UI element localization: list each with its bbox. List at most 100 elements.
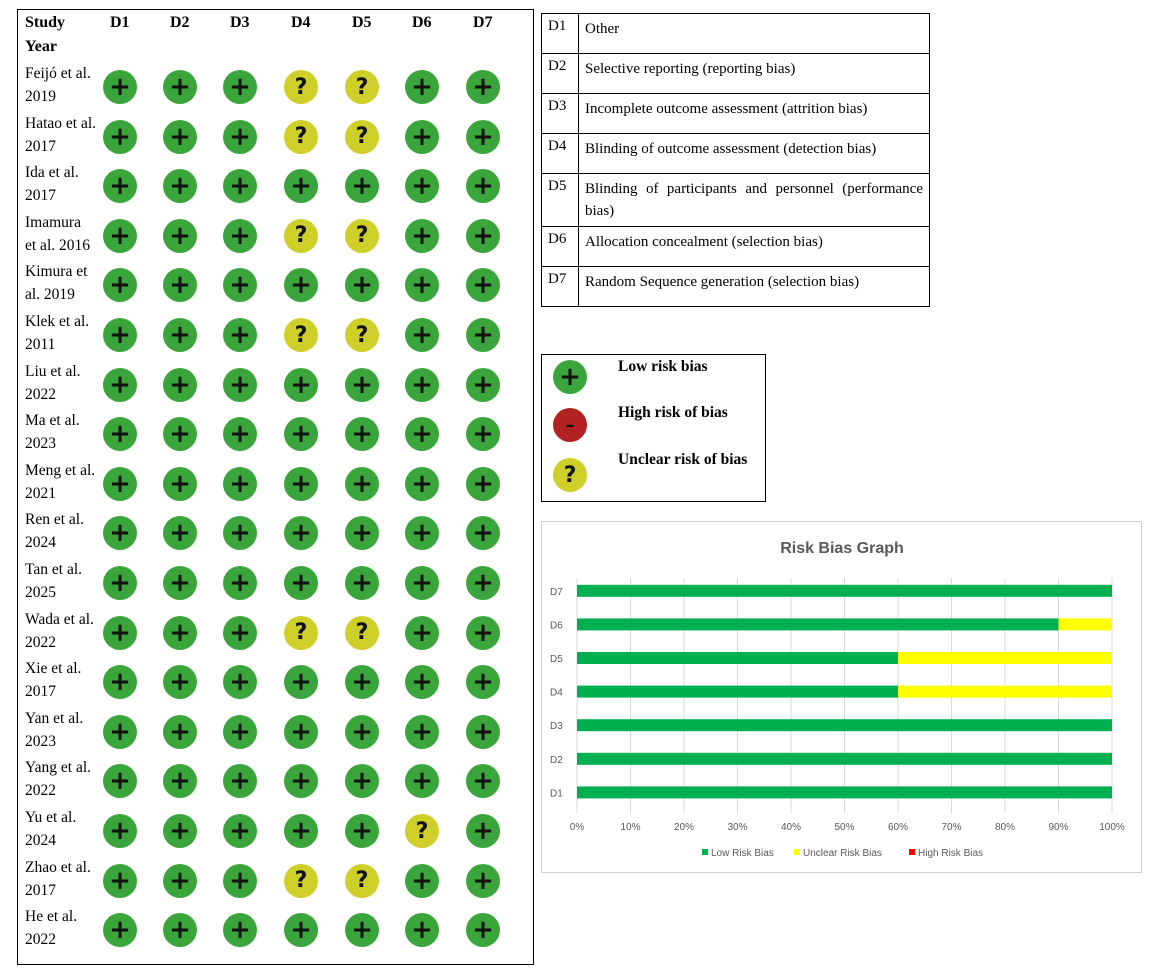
domain-description: Random Sequence generation (selection bi… <box>578 266 930 307</box>
risk-bias-graph: Risk Bias Graph D7 D6 D5 D4 D3 D2 D1 0% 10% 20% 3… <box>541 521 1142 873</box>
x-tick-label: 50% <box>834 822 854 833</box>
low-risk-icon: + <box>405 119 439 154</box>
unclear-risk-icon: ? <box>345 119 379 154</box>
low-risk-icon: + <box>405 615 439 650</box>
low-risk-icon: + <box>466 714 500 749</box>
study-name: Klek et al. <box>25 313 90 330</box>
study-name: He et al. <box>25 908 78 926</box>
study-year: al. 2019 <box>25 286 75 304</box>
header-d3: D3 <box>230 14 250 31</box>
low-risk-icon: + <box>103 764 137 799</box>
study-name: Meng et al. <box>25 461 96 479</box>
domain-row: D1 Other <box>541 13 930 54</box>
low-risk-icon: + <box>163 863 197 898</box>
low-risk-icon: + <box>163 70 197 104</box>
study-name: Yan et al. <box>25 709 84 727</box>
low-risk-icon: + <box>163 466 197 501</box>
low-risk-icon: + <box>223 714 257 749</box>
low-risk-icon: + <box>103 863 137 898</box>
low-risk-icon: + <box>223 318 257 352</box>
study-name: Ma et al. <box>25 412 80 430</box>
low-risk-icon: + <box>405 714 439 749</box>
header-year: Year <box>25 38 57 55</box>
low-risk-icon: + <box>223 70 257 104</box>
low-risk-icon: + <box>103 615 137 650</box>
header-d2: D2 <box>170 14 190 31</box>
domain-row: D6 Allocation concealment (selection bias… <box>541 226 930 267</box>
low-risk-icon: + <box>466 863 500 898</box>
low-risk-icon: + <box>163 764 197 799</box>
low-risk-icon: + <box>103 714 137 749</box>
domain-description: Blinding of participants and personnel (… <box>578 173 930 227</box>
low-risk-icon: + <box>345 417 379 452</box>
study-label: Liu et al. 2022 <box>25 360 105 406</box>
y-category-label: D1 <box>550 788 563 799</box>
domain-description: Other <box>578 13 930 54</box>
low-risk-icon: + <box>284 566 318 600</box>
low-risk-icon: + <box>103 913 137 948</box>
legend-entry-label: Low Risk Bias <box>711 848 774 859</box>
low-risk-icon: + <box>223 169 257 204</box>
study-name: Xie et al. <box>25 660 82 678</box>
legend-unclear-label: Unclear risk of bias <box>618 451 748 468</box>
unclear-risk-icon: ? <box>345 615 379 650</box>
low-risk-icon: + <box>223 814 257 848</box>
domain-code: D5 <box>541 173 579 227</box>
header-d1: D1 <box>110 14 130 31</box>
legend-low-label: Low risk bias <box>618 358 708 375</box>
x-tick-label: 40% <box>781 822 801 833</box>
study-label: Ida et al. 2017 <box>25 161 105 207</box>
study-name: Yang et al. <box>25 759 92 777</box>
high-risk-icon: – <box>553 408 587 442</box>
domain-definitions-table: D1 Other D2 Selective reporting (reporting … <box>541 13 930 307</box>
low-risk-icon: + <box>345 268 379 303</box>
low-risk-icon: + <box>284 913 318 948</box>
x-tick-label: 0% <box>570 822 585 833</box>
bar-d7-low-risk-bias <box>577 584 1112 597</box>
header-d7: D7 <box>473 14 493 31</box>
study-year: 2024 <box>25 534 56 552</box>
low-risk-icon: + <box>284 764 318 799</box>
low-risk-icon: + <box>345 814 379 848</box>
unclear-risk-icon: ? <box>553 458 587 492</box>
low-risk-icon: + <box>163 119 197 154</box>
low-risk-icon: + <box>284 367 318 402</box>
low-risk-icon: + <box>284 268 318 303</box>
study-label: Zhao et al. 2017 <box>25 856 105 902</box>
low-risk-icon: + <box>345 169 379 204</box>
x-tick-label: 10% <box>620 822 640 833</box>
chart-title: Risk Bias Graph <box>780 540 904 557</box>
y-category-label: D7 <box>550 587 563 598</box>
low-risk-icon: + <box>405 70 439 104</box>
low-risk-icon: + <box>103 70 137 104</box>
low-risk-icon: + <box>345 764 379 799</box>
low-risk-icon: + <box>103 566 137 600</box>
low-risk-icon: + <box>284 417 318 452</box>
study-label: Meng et al. 2021 <box>25 459 105 505</box>
study-year: 2017 <box>25 881 56 899</box>
study-label: Feijó et al. 2019 <box>25 62 105 108</box>
low-risk-icon: + <box>405 764 439 799</box>
study-year: 2022 <box>25 782 56 800</box>
low-risk-icon: + <box>405 417 439 452</box>
study-year: 2023 <box>25 435 56 453</box>
low-risk-icon: + <box>223 417 257 452</box>
domain-row: D4 Blinding of outcome assessment (detect… <box>541 133 930 174</box>
low-risk-icon: + <box>223 615 257 650</box>
low-risk-icon: + <box>345 466 379 501</box>
study-label: Ren et al. 2024 <box>25 508 105 554</box>
unclear-risk-icon: ? <box>284 615 318 650</box>
low-risk-icon: + <box>103 318 137 352</box>
unclear-risk-icon: ? <box>345 70 379 104</box>
study-name: Hatao et al. <box>25 114 97 132</box>
study-name: Tan et al. <box>25 561 83 578</box>
unclear-risk-icon: ? <box>284 119 318 154</box>
bar-d3-low-risk-bias <box>577 719 1112 732</box>
study-year: 2024 <box>25 832 56 849</box>
study-year: 2011 <box>25 336 56 353</box>
domain-code: D7 <box>541 266 579 307</box>
low-risk-icon: + <box>405 218 439 253</box>
domain-row: D3 Incomplete outcome assessment (attriti… <box>541 93 930 134</box>
low-risk-icon: + <box>466 268 500 303</box>
low-risk-icon: + <box>405 268 439 303</box>
